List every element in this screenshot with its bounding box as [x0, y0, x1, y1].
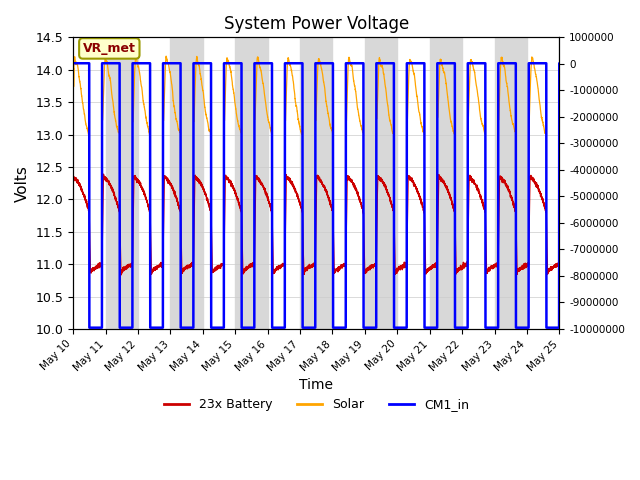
- Bar: [365, 37, 397, 329]
- Y-axis label: Volts: Volts: [15, 165, 30, 202]
- Bar: [495, 37, 527, 329]
- Bar: [559, 37, 592, 329]
- Title: System Power Voltage: System Power Voltage: [223, 15, 409, 33]
- Bar: [170, 37, 203, 329]
- Bar: [300, 37, 333, 329]
- Bar: [106, 37, 138, 329]
- Bar: [236, 37, 268, 329]
- Legend: 23x Battery, Solar, CM1_in: 23x Battery, Solar, CM1_in: [159, 393, 474, 416]
- Bar: [429, 37, 462, 329]
- Text: VR_met: VR_met: [83, 42, 136, 55]
- X-axis label: Time: Time: [300, 378, 333, 392]
